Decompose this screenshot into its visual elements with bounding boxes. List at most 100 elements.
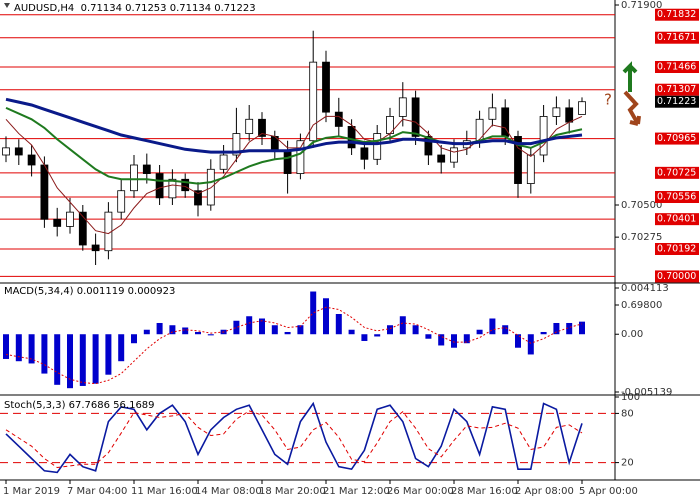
x-tick-label: 11 Mar 16:00 [131, 486, 198, 497]
candle-body [206, 168, 215, 206]
current-price-label: 0.71223 [657, 96, 696, 107]
macd-bar [463, 334, 470, 344]
y-tick-label: -0.005139 [621, 387, 672, 398]
candle-body [245, 118, 254, 134]
x-tick-label: 14 Mar 08:00 [195, 486, 262, 497]
candle-body [296, 140, 305, 174]
candle-body [360, 147, 369, 160]
macd-bar [67, 334, 73, 389]
candle-body [155, 173, 164, 199]
macd-bar [284, 331, 291, 335]
x-tick-label: 5 Apr 00:00 [579, 486, 638, 497]
candle-body [552, 107, 561, 117]
indicator-line [5, 115, 583, 235]
macd-bar [451, 334, 457, 348]
down-arrow [623, 90, 641, 126]
macd-bar [271, 325, 278, 335]
y-tick-label: 0.70500 [621, 200, 662, 211]
candle-body [347, 126, 356, 149]
candle-body [398, 97, 407, 117]
macd-bar [15, 334, 22, 362]
indicator-line [5, 401, 583, 474]
y-tick-label: 100 [621, 392, 640, 403]
candle-body [91, 244, 100, 252]
level-label-box [655, 83, 699, 96]
candle-body [27, 154, 36, 166]
macd-bar [118, 334, 125, 362]
macd-bar [105, 334, 112, 375]
macd-bar [79, 334, 86, 386]
pane-title: MACD(5,34,4) 0.001119 0.000923 [4, 286, 175, 297]
candle-body [578, 101, 586, 115]
y-tick-label: 0.00 [621, 329, 643, 340]
y-tick-label: 0.71900 [621, 0, 662, 11]
macd-bar [297, 325, 304, 335]
candle-body [66, 211, 74, 227]
candle-body [181, 178, 190, 192]
x-tick-label: 1 Mar 2019 [3, 486, 60, 497]
macd-bar [374, 334, 381, 337]
macd-bar [41, 334, 48, 374]
macd-bar [361, 334, 368, 341]
pane-title: AUDUSD,H4 0.71134 0.71253 0.71134 0.7122… [14, 3, 256, 14]
macd-bar [566, 322, 573, 335]
candle-body [539, 116, 548, 156]
macd-bar [195, 331, 201, 335]
y-tick-label: 20 [621, 458, 634, 469]
candle-body [450, 147, 458, 163]
annotation: ? [604, 91, 612, 109]
y-tick-label: 0.69800 [621, 300, 662, 311]
macd-bar [131, 334, 137, 344]
current-price-box [655, 95, 699, 108]
macd-bar [169, 325, 176, 335]
macd-bar [412, 325, 419, 335]
symbol-icon [4, 3, 10, 8]
level-label: 0.70192 [657, 244, 696, 255]
candle-body [437, 154, 446, 163]
candle-body [14, 147, 23, 156]
level-label: 0.70556 [657, 192, 696, 203]
candle-body [53, 218, 62, 227]
candle-body [322, 61, 330, 113]
candle-body [117, 190, 126, 213]
candle-body [258, 118, 266, 137]
level-label: 0.70725 [657, 167, 696, 178]
x-tick-label: 28 Mar 16:00 [451, 486, 518, 497]
macd-bar [207, 334, 214, 336]
macd-bar [259, 318, 265, 335]
level-label: 0.71832 [657, 9, 696, 20]
candle-body [130, 164, 138, 192]
level-label-box [655, 191, 699, 203]
macd-bar [515, 334, 521, 348]
candle-body [526, 154, 535, 184]
pane-title: Stoch(5,3,3) 67.7686 56.1689 [4, 400, 155, 411]
up-arrow [622, 61, 638, 92]
macd-bar [387, 325, 393, 335]
x-tick-label: 26 Mar 00:00 [387, 486, 454, 497]
macd-bar [553, 322, 560, 335]
x-tick-label: 2 Apr 08:00 [515, 486, 574, 497]
y-tick-label: 80 [621, 408, 634, 419]
candle-body [2, 147, 10, 156]
level-label: 0.70000 [657, 271, 696, 282]
macd-bar [527, 334, 534, 355]
candle-body [40, 164, 49, 220]
macd-bar [3, 334, 9, 359]
x-tick-label: 18 Mar 20:00 [259, 486, 326, 497]
macd-bar [156, 322, 163, 335]
indicator-line [5, 410, 583, 469]
macd-bar [28, 334, 35, 364]
macd-bar [489, 318, 496, 335]
candle-body [514, 136, 522, 184]
macd-bar [143, 329, 150, 335]
x-tick-label: 21 Mar 12:00 [323, 486, 390, 497]
level-label-box [655, 31, 699, 44]
level-label: 0.71307 [657, 84, 696, 95]
level-label: 0.71671 [657, 32, 696, 43]
macd-bar [399, 316, 406, 335]
macd-bar [182, 327, 189, 335]
candle-body [219, 154, 228, 170]
candle-body [309, 61, 318, 142]
